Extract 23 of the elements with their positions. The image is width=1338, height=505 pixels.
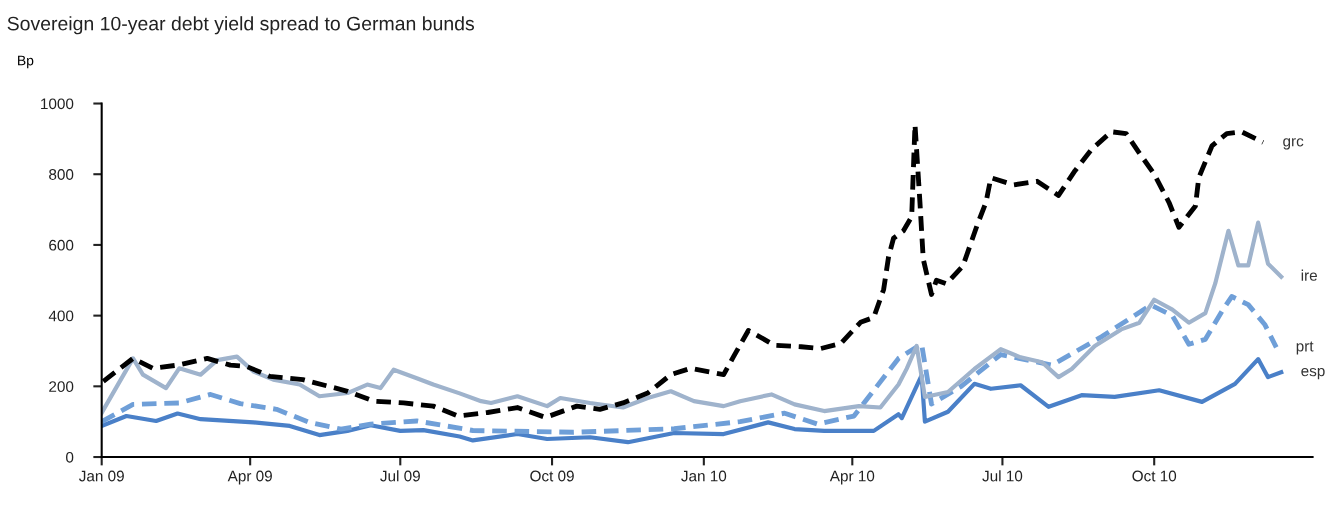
y-axis-title: Bp	[18, 55, 34, 69]
x-tick-label: Jul 10	[982, 470, 1023, 482]
x-tick-label: Jul 09	[380, 470, 420, 482]
y-tick-label: 200	[49, 381, 74, 393]
line-series	[101, 294, 1279, 435]
line-series	[101, 357, 1284, 445]
series-label: grc	[1283, 138, 1304, 150]
line-series	[101, 220, 1284, 415]
x-tick-label: Jan 10	[681, 470, 727, 482]
x-tick-label: Apr 09	[227, 470, 272, 485]
series-label: ire	[1301, 269, 1317, 281]
y-tick-label: 600	[49, 239, 74, 251]
y-tick-label: 1000	[41, 98, 74, 110]
y-tick-label: 0	[66, 451, 74, 463]
series-label: esp	[1301, 367, 1325, 380]
x-tick-label: Apr 10	[829, 470, 875, 485]
y-tick-label: 400	[48, 310, 74, 322]
x-tick-label: Jan 09	[78, 470, 124, 482]
series-label: prt	[1296, 341, 1314, 355]
x-tick-label: Oct 09	[530, 470, 574, 482]
y-tick-label: 800	[49, 169, 74, 180]
x-tick-label: Oct 10	[1132, 470, 1177, 482]
chart-title: Sovereign 10-year debt yield spread to German bunds	[7, 16, 475, 35]
